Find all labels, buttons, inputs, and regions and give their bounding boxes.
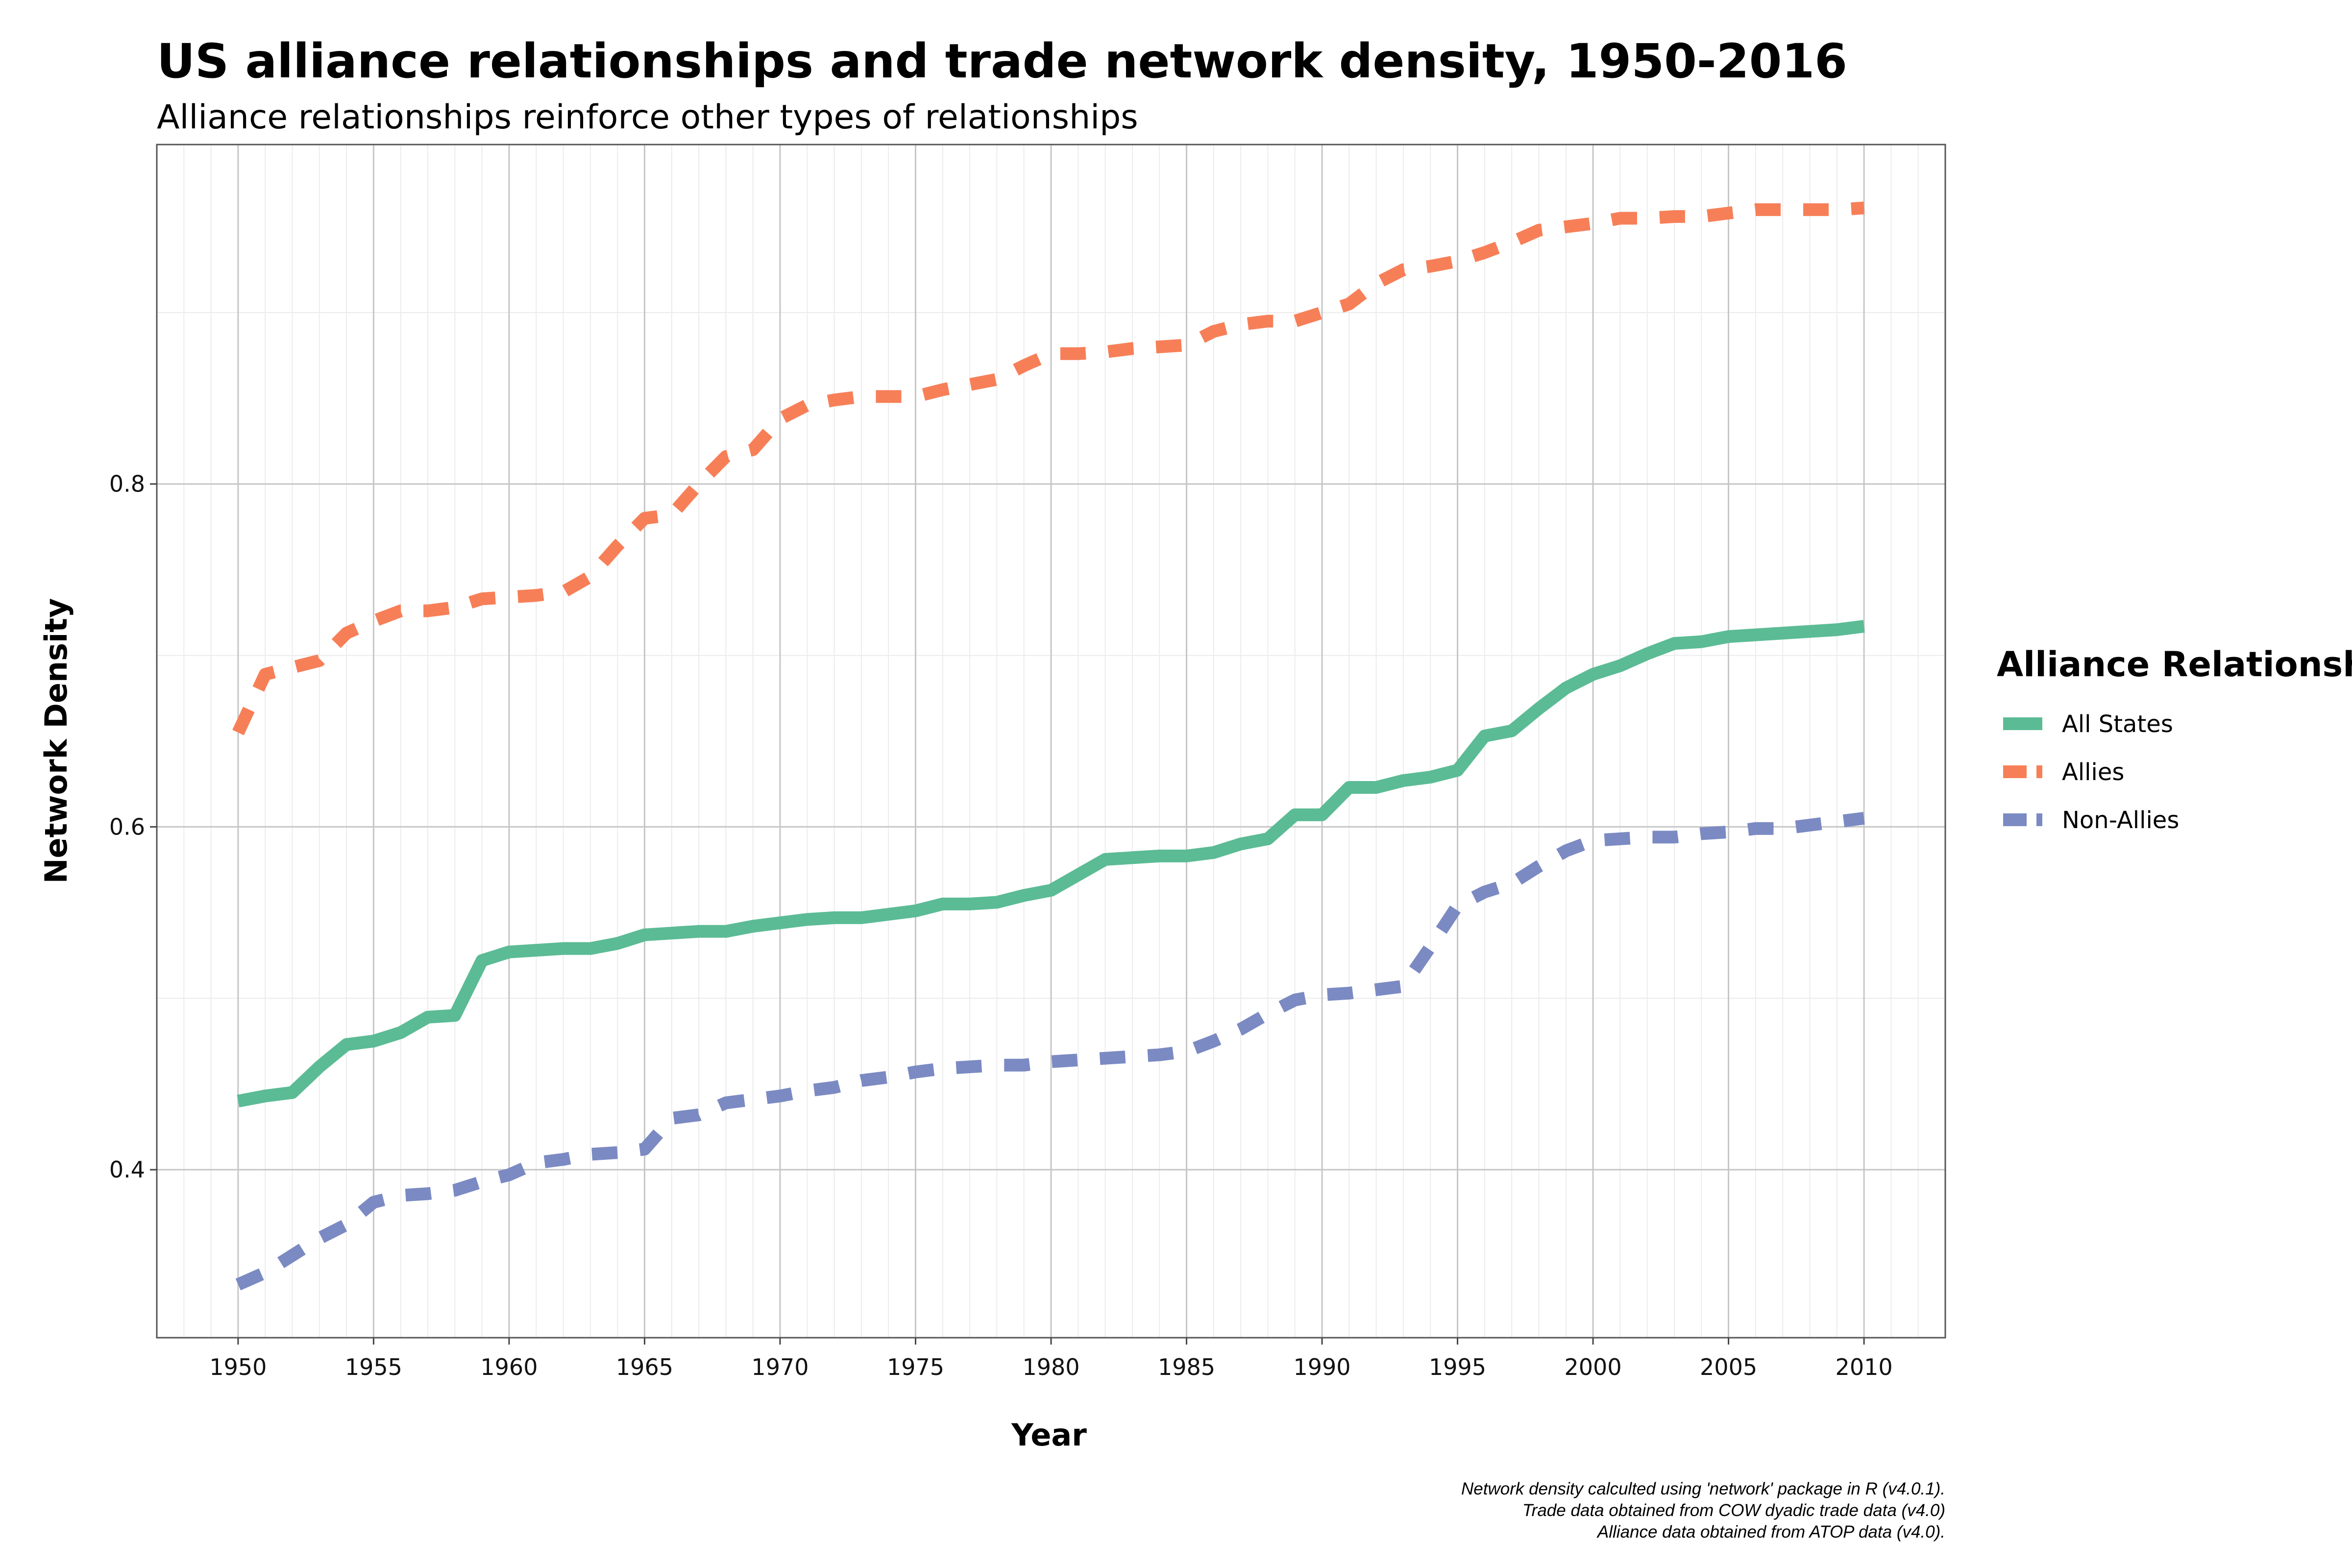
x-tick-label: 1990: [1293, 1354, 1350, 1380]
x-tick-label: 1965: [616, 1354, 673, 1380]
legend: Alliance Relationship All States Allies No…: [1997, 644, 2352, 834]
x-tick-label: 1950: [209, 1354, 267, 1380]
series-line-all-states: [237, 620, 1865, 1107]
legend-label-allies: Allies: [2062, 759, 2124, 786]
x-tick-label: 1980: [1022, 1354, 1079, 1380]
x-tick-label: 1955: [345, 1354, 402, 1380]
legend-label-non-allies: Non-Allies: [2062, 807, 2179, 834]
x-tick-label: 1995: [1429, 1354, 1486, 1380]
caption: Network density calculted using 'network…: [1461, 1479, 1945, 1542]
y-tick-label: 0.4: [109, 1156, 145, 1183]
y-tick-label: 0.8: [109, 471, 145, 497]
caption-line-3: Alliance data obtained from ATOP data (v…: [1596, 1522, 1945, 1542]
x-tick-label: 2000: [1565, 1354, 1622, 1380]
series-line-non-allies: [235, 812, 1865, 1291]
caption-line-2: Trade data obtained from COW dyadic trad…: [1522, 1501, 1945, 1520]
chart-subtitle: Alliance relationships reinforce other t…: [157, 98, 1138, 137]
gridlines: [156, 145, 1946, 1338]
x-tick-label: 1970: [751, 1354, 808, 1380]
x-tick-label: 1975: [887, 1354, 944, 1380]
y-tick-label: 0.6: [109, 813, 145, 840]
x-axis-ticks: 1950 1955 1960 1965 1970 1975 1980 1985 1990 1995…: [209, 1338, 1893, 1380]
chart-title: US alliance relationships and trade netw…: [157, 34, 1847, 89]
x-tick-label: 2010: [1836, 1354, 1893, 1380]
x-tick-label: 2005: [1700, 1354, 1757, 1380]
legend-label-all-states: All States: [2062, 710, 2173, 738]
x-tick-label: 1985: [1158, 1354, 1215, 1380]
y-axis-ticks: 0.4 0.6 0.8: [109, 471, 157, 1183]
legend-title: Alliance Relationship: [1997, 644, 2352, 685]
series-lines: [232, 201, 1865, 1291]
y-axis-title: Network Density: [38, 598, 74, 884]
legend-items: All States Allies Non-Allies: [2003, 710, 2179, 834]
x-axis-title: Year: [1011, 1417, 1087, 1453]
caption-line-1: Network density calculted using 'network…: [1461, 1479, 1945, 1498]
x-tick-label: 1960: [480, 1354, 538, 1380]
